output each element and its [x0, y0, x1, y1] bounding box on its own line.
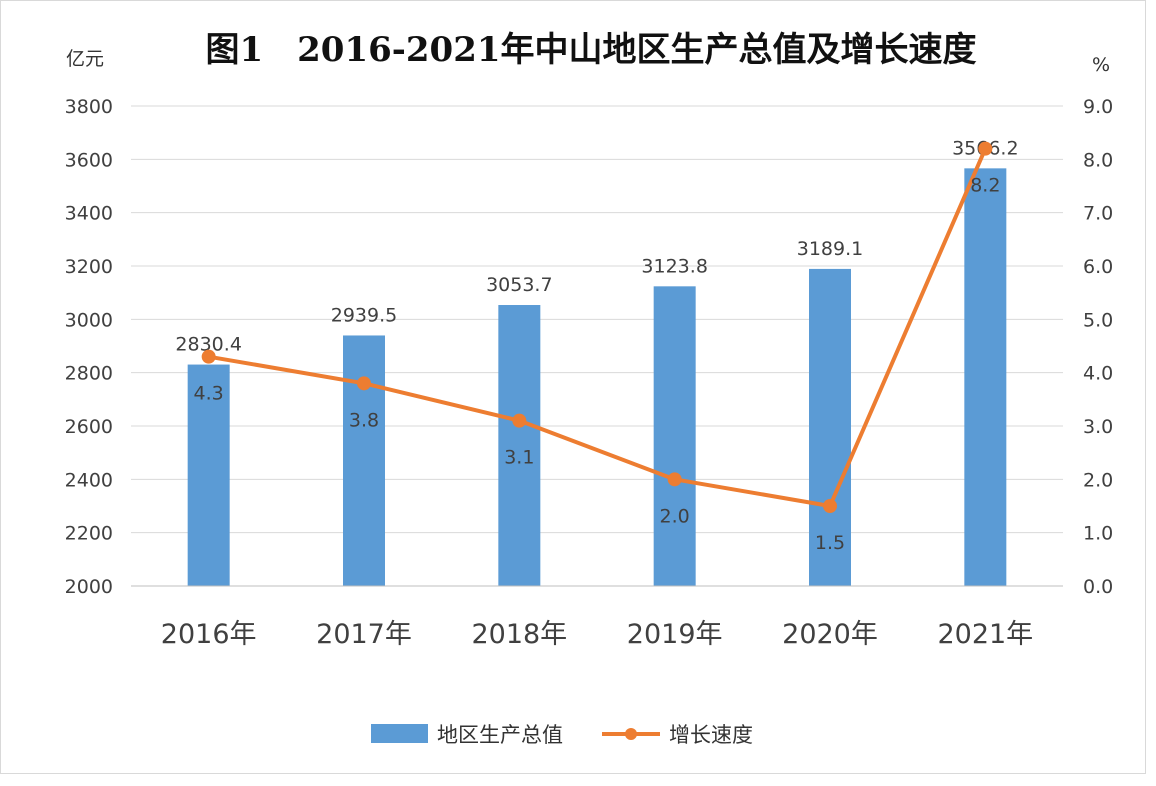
right-y-tick-label: 8.0 [1083, 149, 1113, 171]
growth-point [978, 141, 993, 156]
left-y-tick-label: 2600 [65, 416, 113, 438]
growth-point-label: 3.8 [349, 409, 379, 431]
x-tick-label: 2021年 [937, 619, 1033, 650]
x-tick-label: 2018年 [471, 619, 567, 650]
growth-point [512, 413, 527, 428]
right-axis-unit: % [1092, 54, 1110, 76]
right-y-tick-label: 6.0 [1083, 256, 1113, 278]
left-y-tick-label: 2000 [65, 576, 113, 598]
x-tick-label: 2017年 [316, 619, 412, 650]
left-y-tick-label: 3800 [65, 96, 113, 118]
left-y-axis: 2000 2200 2400 2600 2800 3000 3200 3400 3600 3800 [65, 96, 113, 598]
legend-line-label: 增长速度 [669, 723, 753, 747]
combo-chart: 图1 2016-2021年中山地区生产总值及增长速度 亿元 % 2000 2200… [65, 30, 1114, 747]
growth-line-series [201, 141, 993, 513]
growth-point [201, 349, 216, 364]
x-tick-label: 2020年 [782, 619, 878, 650]
gdp-bar [187, 364, 230, 586]
gdp-bars [187, 168, 1007, 586]
growth-line [208, 147, 988, 508]
gdp-bar [498, 305, 541, 586]
growth-line-labels: 4.3 3.8 3.1 2.0 1.5 8.2 [194, 175, 1001, 554]
left-y-tick-label: 3200 [65, 256, 113, 278]
right-y-tick-label: 1.0 [1083, 523, 1113, 545]
x-tick-label: 2019年 [627, 619, 723, 650]
chart-frame: 图1 2016-2021年中山地区生产总值及增长速度 亿元 % 2000 2200… [0, 0, 1146, 774]
growth-point-label: 8.2 [970, 175, 1000, 197]
left-y-tick-label: 2400 [65, 469, 113, 491]
gdp-bar-label: 2830.4 [175, 334, 241, 356]
left-y-tick-label: 2800 [65, 363, 113, 385]
growth-point-label: 4.3 [194, 383, 224, 405]
right-y-tick-label: 4.0 [1083, 363, 1113, 385]
x-axis: 2016年 2017年 2018年 2019年 2020年 2021年 [131, 585, 1063, 650]
left-y-tick-label: 3600 [65, 149, 113, 171]
legend-line-marker [625, 728, 637, 740]
gdp-bar [343, 335, 385, 586]
growth-point [823, 499, 837, 513]
gdp-bar-label: 3189.1 [797, 238, 863, 260]
right-y-tick-label: 0.0 [1083, 576, 1113, 598]
growth-point [357, 376, 371, 391]
left-y-tick-label: 3400 [65, 203, 113, 225]
gdp-bar-label: 3123.8 [641, 255, 707, 277]
growth-point-label: 1.5 [815, 532, 845, 554]
growth-point-label: 2.0 [660, 505, 690, 527]
right-y-tick-label: 3.0 [1083, 416, 1113, 438]
left-axis-unit: 亿元 [66, 48, 104, 70]
growth-point [667, 472, 682, 487]
chart-title: 图1 2016-2021年中山地区生产总值及增长速度 [205, 30, 976, 70]
legend-bar-swatch [371, 724, 428, 743]
gdp-bar [653, 286, 696, 586]
legend: 地区生产总值 增长速度 [371, 723, 753, 747]
gdp-bar [964, 168, 1007, 586]
gridlines [131, 105, 1063, 587]
legend-bar-label: 地区生产总值 [437, 723, 563, 747]
right-y-axis: 0.0 1.0 2.0 3.0 4.0 5.0 6.0 7.0 8.0 9.0 [1083, 96, 1113, 598]
right-y-tick-label: 2.0 [1083, 469, 1113, 491]
gdp-bar-label: 3053.7 [486, 274, 552, 296]
growth-point-label: 3.1 [504, 447, 534, 469]
gdp-bar-label: 2939.5 [331, 304, 397, 326]
right-y-tick-label: 9.0 [1083, 96, 1113, 118]
gdp-bar [809, 268, 851, 586]
right-y-tick-label: 5.0 [1083, 309, 1113, 331]
x-tick-label: 2016年 [161, 619, 257, 650]
left-y-tick-label: 3000 [65, 309, 113, 331]
left-y-tick-label: 2200 [65, 523, 113, 545]
right-y-tick-label: 7.0 [1083, 203, 1113, 225]
